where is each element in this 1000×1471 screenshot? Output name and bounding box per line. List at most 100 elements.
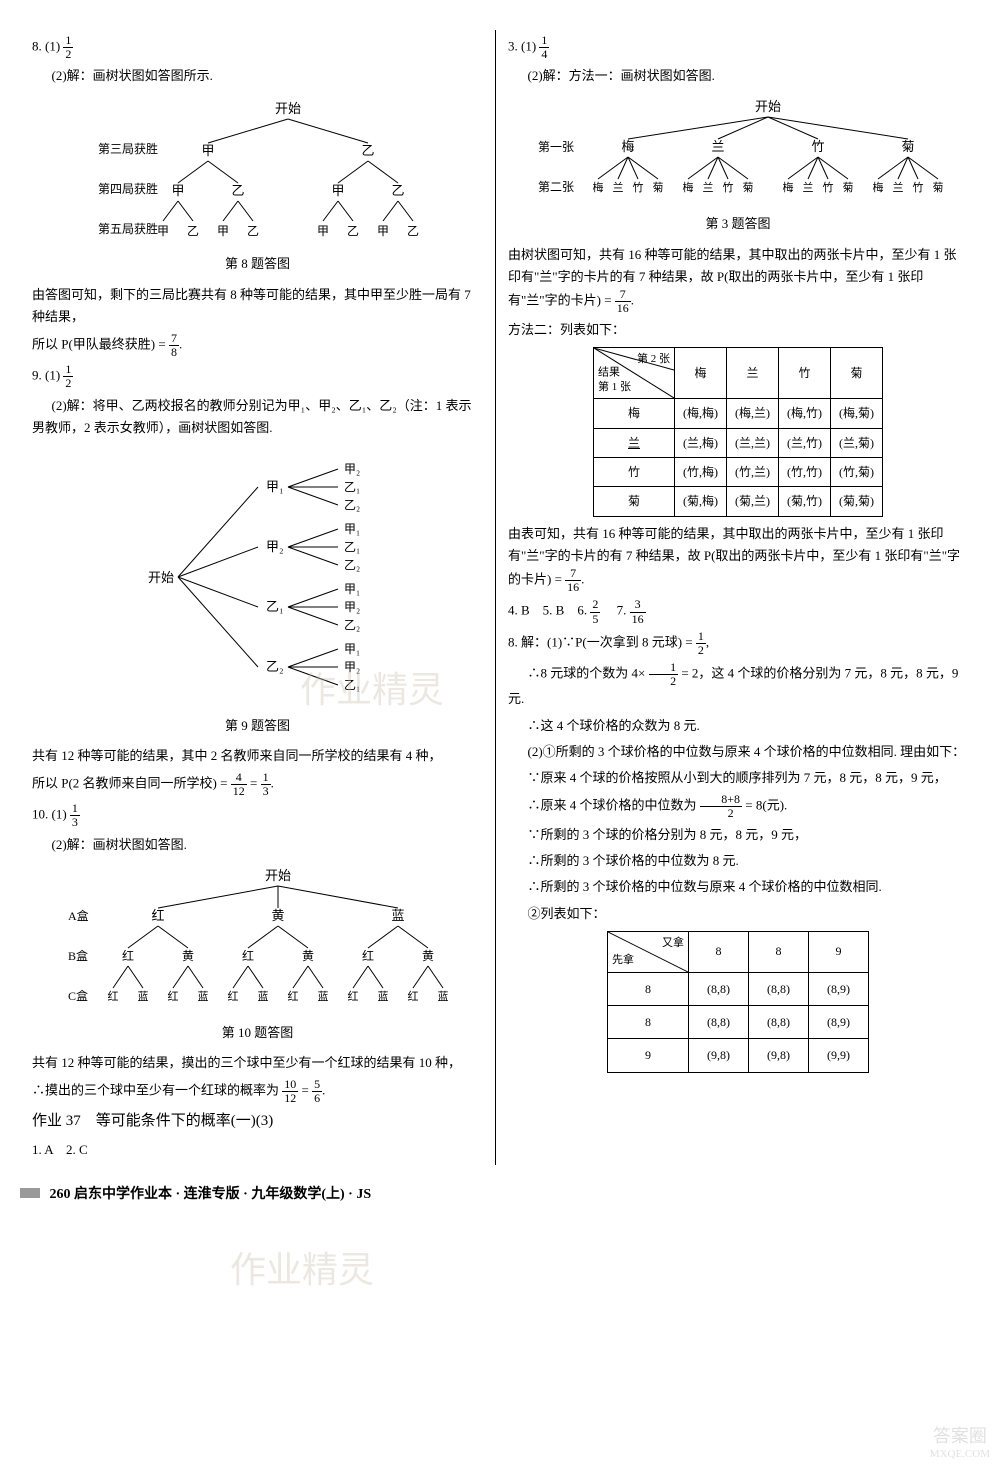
svg-text:乙: 乙 (231, 183, 244, 198)
right-column: 3. (1) 14 (2)解：方法一：画树状图如答图. 开始 第一张 梅 兰 竹… (496, 30, 980, 1165)
q8r-8: ∴所剩的 3 个球价格的中位数为 8 元. (508, 850, 968, 872)
text: 由树状图可知，共有 16 种等可能的结果，其中取出的两张卡片中，至少有 1 张印… (508, 247, 957, 308)
svg-text:红: 红 (407, 990, 418, 1003)
row-header: 竹 (594, 458, 675, 487)
table-cell: (兰,兰) (727, 428, 779, 457)
q3-method2: 方法二：列表如下： (508, 319, 968, 341)
svg-text:乙₁: 乙₁ (344, 678, 360, 692)
svg-text:蓝: 蓝 (377, 990, 388, 1003)
row-header: 8 (608, 1005, 689, 1038)
row-header: 梅 (594, 399, 675, 428)
q8r-5: ∵原来 4 个球的价格按照从小到大的顺序排列为 7 元，8 元，8 元，9 元， (508, 767, 968, 789)
table-cell: (8,9) (809, 972, 869, 1005)
svg-text:第五局获胜: 第五局获胜 (98, 221, 158, 236)
tree-diagram-10: 开始 A盒 红 黄 蓝 红红蓝黄红蓝红红蓝黄红蓝红红蓝黄红蓝 B盒 C盒 (38, 864, 478, 1014)
svg-text:开始: 开始 (755, 99, 781, 114)
svg-text:红: 红 (151, 908, 164, 923)
svg-text:甲₁: 甲₁ (344, 582, 360, 596)
text: 又拿 (662, 934, 684, 953)
diagonal-header: 又拿 先拿 (608, 932, 688, 972)
row-header: 兰 (594, 428, 675, 457)
svg-text:甲: 甲 (171, 183, 184, 198)
svg-text:蓝: 蓝 (137, 990, 148, 1003)
table-cell: (9,8) (689, 1039, 749, 1072)
svg-text:兰: 兰 (803, 181, 814, 194)
svg-text:第四局获胜: 第四局获胜 (98, 181, 158, 196)
table-cell: (竹,梅) (675, 458, 727, 487)
text: 7. (604, 603, 630, 618)
table-cell: (8,8) (749, 1005, 809, 1038)
svg-text:竹: 竹 (913, 180, 924, 194)
col-header: 菊 (831, 348, 883, 399)
diagonal-header: 第 2 张 结果 第 1 张 (594, 348, 674, 398)
table-cell: (梅,梅) (675, 399, 727, 428)
svg-text:乙₁: 乙₁ (344, 540, 360, 554)
text: 4. B 5. B 6. (508, 603, 590, 618)
tree-diagram-9: 开始 甲₁甲₂乙₁乙₂甲₂甲₁乙₁乙₂乙₁甲₁甲₂乙₂乙₂甲₁甲₂乙₁ (88, 447, 428, 707)
text: 答案圈 (930, 1426, 990, 1448)
svg-text:红: 红 (227, 990, 238, 1003)
caption-8: 第 8 题答图 (32, 253, 483, 275)
text: = (302, 1083, 313, 1098)
svg-text:菊: 菊 (743, 181, 754, 194)
table-cell: (菊,兰) (727, 487, 779, 516)
svg-text:竹: 竹 (633, 180, 644, 194)
table-cell: (8,8) (749, 972, 809, 1005)
svg-text:甲₂: 甲₂ (344, 660, 360, 674)
svg-text:菊: 菊 (933, 181, 944, 194)
svg-text:乙: 乙 (186, 224, 198, 238)
table-8: 又拿 先拿 8 8 9 8(8,8)(8,8)(8,9)8(8,8)(8,8)(… (607, 931, 869, 1073)
row-header: 9 (608, 1039, 689, 1072)
svg-text:开始: 开始 (148, 570, 174, 585)
text: 先拿 (612, 951, 634, 970)
table-cell: (菊,菊) (831, 487, 883, 516)
svg-text:兰: 兰 (613, 181, 624, 194)
caption-9: 第 9 题答图 (32, 715, 483, 737)
svg-text:红: 红 (107, 990, 118, 1003)
caption-3: 第 3 题答图 (508, 213, 968, 235)
q8r-2: ∴8 元球的个数为 4× 12 = 2，这 4 个球的价格分别为 7 元，8 元… (508, 661, 968, 710)
svg-text:第一张: 第一张 (538, 140, 574, 154)
svg-text:第二张: 第二张 (538, 180, 574, 194)
svg-text:B盒: B盒 (68, 948, 88, 963)
text: 第 1 张 (598, 378, 631, 397)
svg-text:甲: 甲 (316, 224, 328, 238)
corner-watermark: 答案圈 MXQE.COM (930, 1426, 990, 1461)
svg-text:甲₁: 甲₁ (344, 522, 360, 536)
table-cell: (9,8) (749, 1039, 809, 1072)
text: 8. (1) (32, 39, 60, 54)
fraction: 716 (565, 567, 581, 594)
fraction: 716 (615, 288, 631, 315)
text: = 8(元). (745, 798, 787, 813)
q4-7: 4. B 5. B 6. 25 7. 316 (508, 598, 968, 625)
svg-text:甲₁: 甲₁ (344, 642, 360, 656)
fraction: 12 (63, 363, 73, 390)
svg-text:乙: 乙 (246, 224, 258, 238)
svg-text:第三局获胜: 第三局获胜 (98, 141, 158, 156)
svg-text:乙: 乙 (406, 224, 418, 238)
svg-text:蓝: 蓝 (257, 990, 268, 1003)
q10-part1: 10. (1) 13 (32, 802, 483, 829)
svg-text:红: 红 (361, 948, 373, 963)
text: 10. (1) (32, 807, 67, 822)
table-cell: (8,8) (689, 1005, 749, 1038)
text: ∴8 元球的个数为 4× (528, 666, 646, 681)
q9-part1: 9. (1) 12 (32, 363, 483, 390)
svg-text:竹: 竹 (723, 180, 734, 194)
text: ∴原来 4 个球价格的中位数为 (528, 798, 697, 813)
svg-text:蓝: 蓝 (391, 908, 404, 923)
homework-37-title: 作业 37 等可能条件下的概率(一)(3) (32, 1109, 483, 1135)
table-cell: (菊,竹) (779, 487, 831, 516)
q8r-3: ∴这 4 个球价格的众数为 8 元. (508, 715, 968, 737)
q8r-1: 8. 解：(1)∵P(一次拿到 8 元球) = 12, (508, 630, 968, 657)
col-header: 8 (749, 931, 809, 972)
table-cell: (梅,竹) (779, 399, 831, 428)
q9-text2: 所以 P(2 名教师来自同一所学校) = 412 = 13. (32, 771, 483, 798)
fraction: 13 (261, 771, 271, 798)
q3-part1: 3. (1) 14 (508, 34, 968, 61)
table-cell: (8,9) (809, 1005, 869, 1038)
text: ∴摸出的三个球中至少有一个红球的概率为 (32, 1083, 279, 1098)
homework-37-answers: 1. A 2. C (32, 1139, 483, 1161)
svg-text:梅: 梅 (873, 180, 884, 194)
svg-text:甲: 甲 (376, 224, 388, 238)
